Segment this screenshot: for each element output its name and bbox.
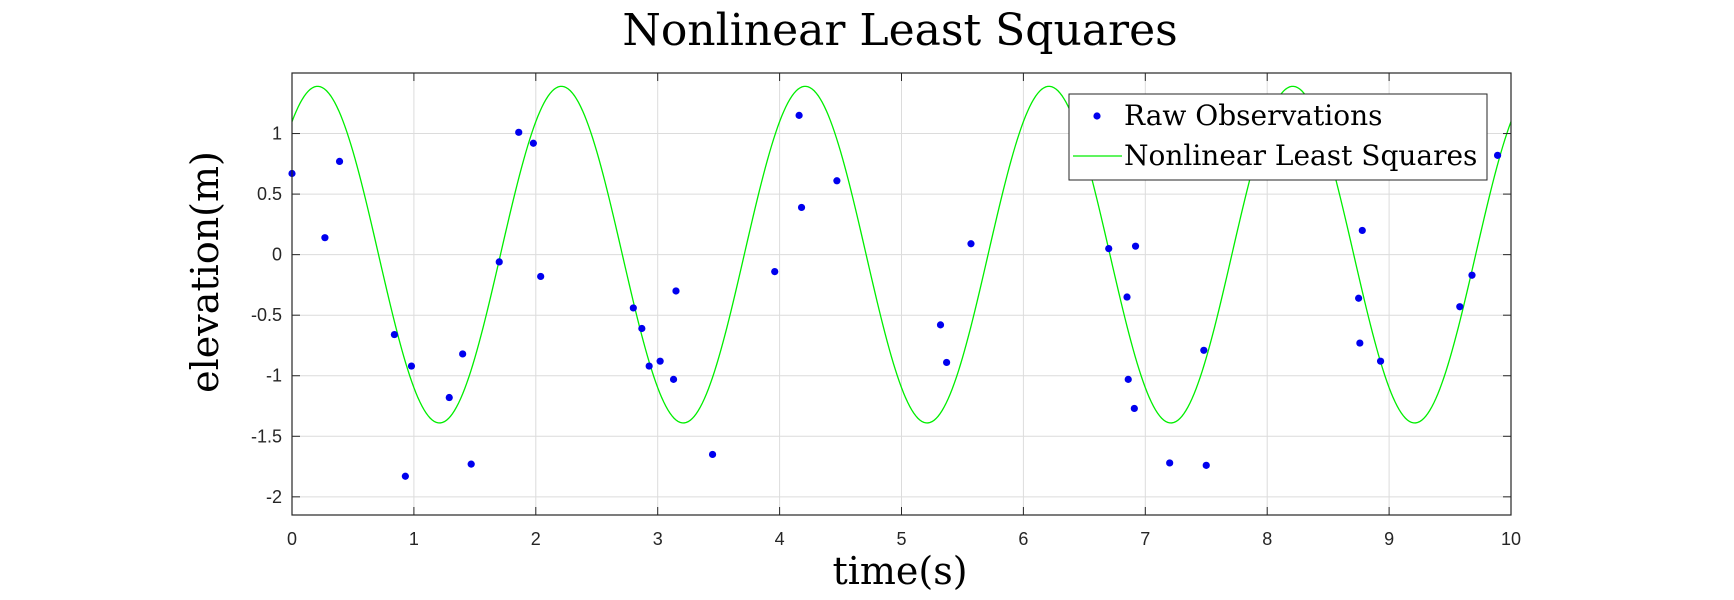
observation-point (459, 350, 467, 358)
x-tick-label: 5 (896, 529, 906, 549)
legend-label-raw-observations: Raw Observations (1124, 99, 1382, 132)
observation-point (1202, 461, 1210, 469)
y-tick-label: -1 (266, 366, 282, 386)
x-tick-label: 8 (1262, 529, 1272, 549)
observation-point (943, 358, 951, 367)
observation-point (795, 111, 803, 119)
y-tick-labels: 1 0.5 0 -0.5 -1 -1.5 -2 (251, 124, 282, 507)
observation-point (797, 203, 806, 212)
y-tick-label: -1.5 (251, 426, 282, 446)
x-tick-label: 4 (775, 529, 785, 549)
observation-point (335, 157, 344, 165)
x-tick-label: 0 (287, 529, 297, 549)
observation-point (1356, 339, 1364, 347)
y-tick-label: 0.5 (257, 184, 282, 204)
observation-point (1493, 151, 1502, 159)
observation-point (407, 362, 416, 370)
observation-point (1123, 293, 1131, 301)
observation-point (321, 234, 329, 242)
chart-title: Nonlinear Least Squares (622, 5, 1177, 56)
observation-point (1105, 244, 1113, 253)
observation-point (1456, 303, 1464, 311)
legend: Raw Observations Nonlinear Least Squares (1068, 93, 1488, 181)
observation-point (1358, 226, 1366, 235)
y-tick-label: 0 (272, 245, 282, 265)
observation-point (1355, 294, 1363, 302)
observation-point (656, 357, 664, 365)
observation-point (515, 128, 523, 136)
y-axis-label: elevation(m) (183, 151, 227, 393)
x-tick-label: 3 (653, 529, 663, 549)
observation-point (638, 324, 646, 333)
observation-point (645, 362, 653, 370)
observation-point (445, 393, 453, 402)
observation-point (936, 321, 945, 329)
observation-point (967, 240, 975, 248)
observation-point (529, 139, 537, 147)
observation-point (1131, 242, 1140, 250)
observation-point (537, 272, 545, 281)
legend-label-nonlinear-least-squares: Nonlinear Least Squares (1124, 139, 1477, 172)
x-tick-label: 1 (409, 529, 419, 549)
observation-point (1166, 459, 1174, 467)
observation-point (629, 304, 637, 312)
observation-point (390, 330, 398, 339)
x-tick-label: 9 (1384, 529, 1394, 549)
observation-point (771, 267, 779, 276)
axis-ticks (291, 73, 1512, 515)
observation-point (672, 287, 680, 295)
observation-point (833, 177, 841, 185)
observation-points (288, 111, 1502, 480)
legend-box (1068, 93, 1488, 181)
x-tick-labels: 0 1 2 3 4 5 6 7 8 9 10 (287, 529, 1521, 549)
observation-point (467, 460, 475, 468)
x-tick-label: 10 (1501, 529, 1521, 549)
observation-point (1200, 346, 1208, 354)
observation-point (1468, 271, 1476, 279)
legend-marker-raw-observations (1093, 112, 1101, 120)
x-tick-label: 6 (1018, 529, 1028, 549)
observation-point (1124, 375, 1132, 383)
x-tick-label: 2 (531, 529, 541, 549)
observation-point (1130, 404, 1138, 413)
y-tick-label: -2 (266, 487, 282, 507)
observation-point (1376, 357, 1385, 365)
y-tick-label: 1 (272, 124, 282, 144)
x-axis-label: time(s) (832, 549, 967, 593)
observation-point (495, 258, 503, 266)
observation-point (401, 472, 409, 480)
observation-point (669, 375, 678, 383)
y-tick-label: -0.5 (251, 305, 282, 325)
x-tick-label: 7 (1140, 529, 1150, 549)
observation-point (708, 450, 717, 459)
